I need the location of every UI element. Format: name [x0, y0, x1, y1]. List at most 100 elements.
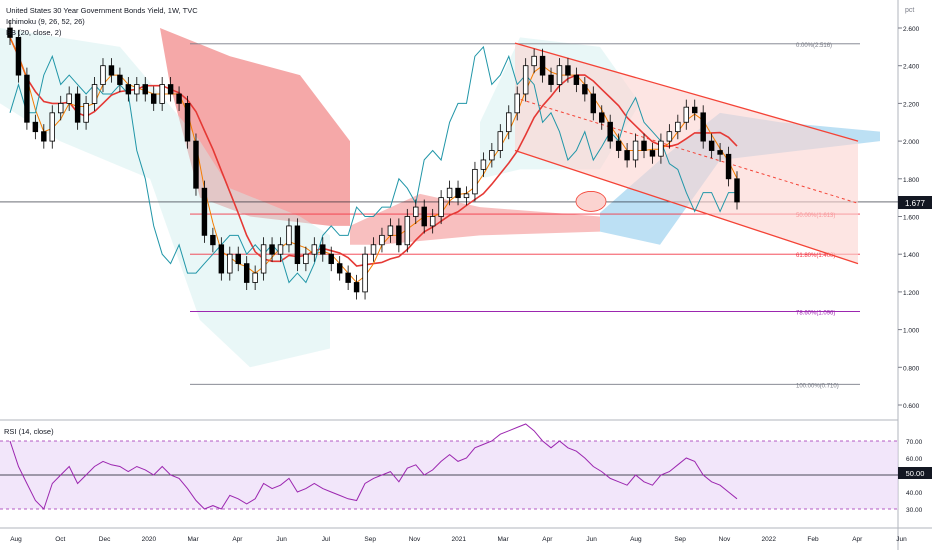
candle-body	[404, 216, 411, 246]
candle-body	[210, 234, 216, 246]
candlesticks	[7, 20, 740, 300]
candle-body	[100, 65, 106, 85]
candle-body	[522, 65, 529, 95]
price-tick-label: 2.400	[903, 64, 920, 71]
fib-level-label: 0.00%(2.516)	[796, 43, 832, 49]
fib-level-label: 78.60%(1.096)	[796, 311, 835, 317]
tenkan-line	[9, 37, 738, 284]
ichimoku-legend: Ichimoku (9, 26, 52, 26)	[6, 17, 85, 26]
rsi-legend: RSI (14, close)	[4, 427, 54, 436]
time-axis-label: Apr	[232, 536, 243, 543]
time-axis-label: Jun	[896, 536, 907, 543]
candle-body	[421, 206, 427, 227]
candle-body	[489, 150, 495, 161]
price-tick-label: 1.000	[903, 328, 920, 335]
candle-body	[455, 187, 461, 199]
time-axis-label: Oct	[55, 536, 65, 543]
time-axis-label: Aug	[10, 536, 22, 543]
candle-body	[66, 93, 72, 104]
time-axis-label: Mar	[188, 536, 200, 543]
candle-body	[91, 84, 98, 104]
candle-body	[683, 106, 690, 123]
candle-body	[472, 168, 478, 195]
time-axis-label: Aug	[630, 536, 642, 543]
candle-body	[514, 93, 520, 114]
candle-body	[243, 263, 250, 283]
price-axis[interactable]: 2.600 2.400 2.200 2.000 1.800 1.600 1.400 1.200…	[898, 26, 920, 410]
candle-body	[649, 150, 656, 157]
candle-body	[666, 131, 673, 142]
candle-body	[24, 74, 30, 123]
candle-body	[150, 93, 157, 104]
time-axis-label: Mar	[497, 536, 509, 543]
candle-body	[497, 131, 504, 151]
candle-body	[286, 225, 292, 246]
candle-body	[531, 55, 537, 67]
candle-body	[260, 244, 267, 274]
candle-body	[353, 282, 360, 293]
candle-body	[74, 93, 81, 123]
bb-legend: BB (20, close, 2)	[6, 28, 62, 37]
candle-body	[607, 121, 613, 142]
rsi-tick-label: 70.00	[906, 439, 923, 446]
time-axis[interactable]: Aug Oct Dec 2020 Mar Apr Jun Jul Sep Nov 2021 Mar Ap…	[10, 536, 907, 543]
time-axis-label: Apr	[852, 536, 863, 543]
indicator-lines	[9, 37, 738, 284]
time-axis-label: 2020	[142, 536, 157, 543]
candle-body	[599, 112, 605, 123]
candle-body	[176, 93, 182, 104]
candle-body	[142, 84, 148, 95]
candle-body	[320, 244, 326, 255]
candle-body	[167, 84, 174, 95]
candle-body	[565, 65, 571, 76]
last-price-label: 1.677	[905, 199, 926, 208]
candle-body	[446, 187, 453, 199]
candle-body	[506, 112, 512, 133]
candle-body	[362, 253, 368, 293]
candle-body	[159, 84, 165, 104]
symbol-title: United States 30 Year Government Bonds Y…	[6, 6, 198, 15]
candle-body	[125, 84, 132, 95]
candle-body	[201, 187, 208, 236]
time-axis-label: Apr	[542, 536, 553, 543]
candle-body	[615, 140, 622, 151]
candle-body	[548, 74, 554, 85]
candle-body	[184, 103, 191, 142]
candle-body	[632, 140, 639, 161]
candle-body	[311, 244, 318, 255]
candle-body	[345, 272, 351, 283]
time-axis-label: Dec	[99, 536, 111, 543]
candle-body	[57, 103, 64, 114]
candle-body	[328, 253, 334, 265]
time-axis-label: Jun	[276, 536, 287, 543]
candle-body	[379, 234, 385, 246]
cloud-bearish	[350, 193, 600, 245]
candle-body	[429, 216, 436, 227]
candle-body	[624, 150, 630, 161]
rsi-line	[9, 423, 738, 510]
time-axis-label: Nov	[719, 536, 731, 543]
candle-body	[692, 106, 698, 114]
time-axis-label: Sep	[364, 536, 376, 543]
candle-body	[7, 27, 13, 38]
candle-body	[438, 197, 444, 217]
fib-level-label: 100.00%(0.710)	[796, 383, 839, 389]
time-axis-label: Jul	[322, 536, 331, 543]
candle-body	[573, 74, 580, 85]
candle-body	[387, 225, 394, 236]
rsi-current-label: 50.00	[906, 469, 925, 478]
candle-body	[15, 37, 22, 76]
candle-body	[675, 121, 681, 133]
price-tick-label: 1.600	[903, 215, 920, 222]
candle-body	[539, 55, 546, 76]
channel-upper-line	[514, 42, 859, 142]
candle-body	[717, 150, 723, 155]
candle-body	[303, 253, 309, 265]
rsi-tick-label: 40.00	[906, 490, 923, 497]
candle-body	[556, 65, 563, 85]
candle-body	[277, 244, 284, 255]
rsi-indicator	[0, 423, 898, 510]
price-tick-label: 1.800	[903, 177, 920, 184]
regression-channel[interactable]	[514, 42, 859, 265]
